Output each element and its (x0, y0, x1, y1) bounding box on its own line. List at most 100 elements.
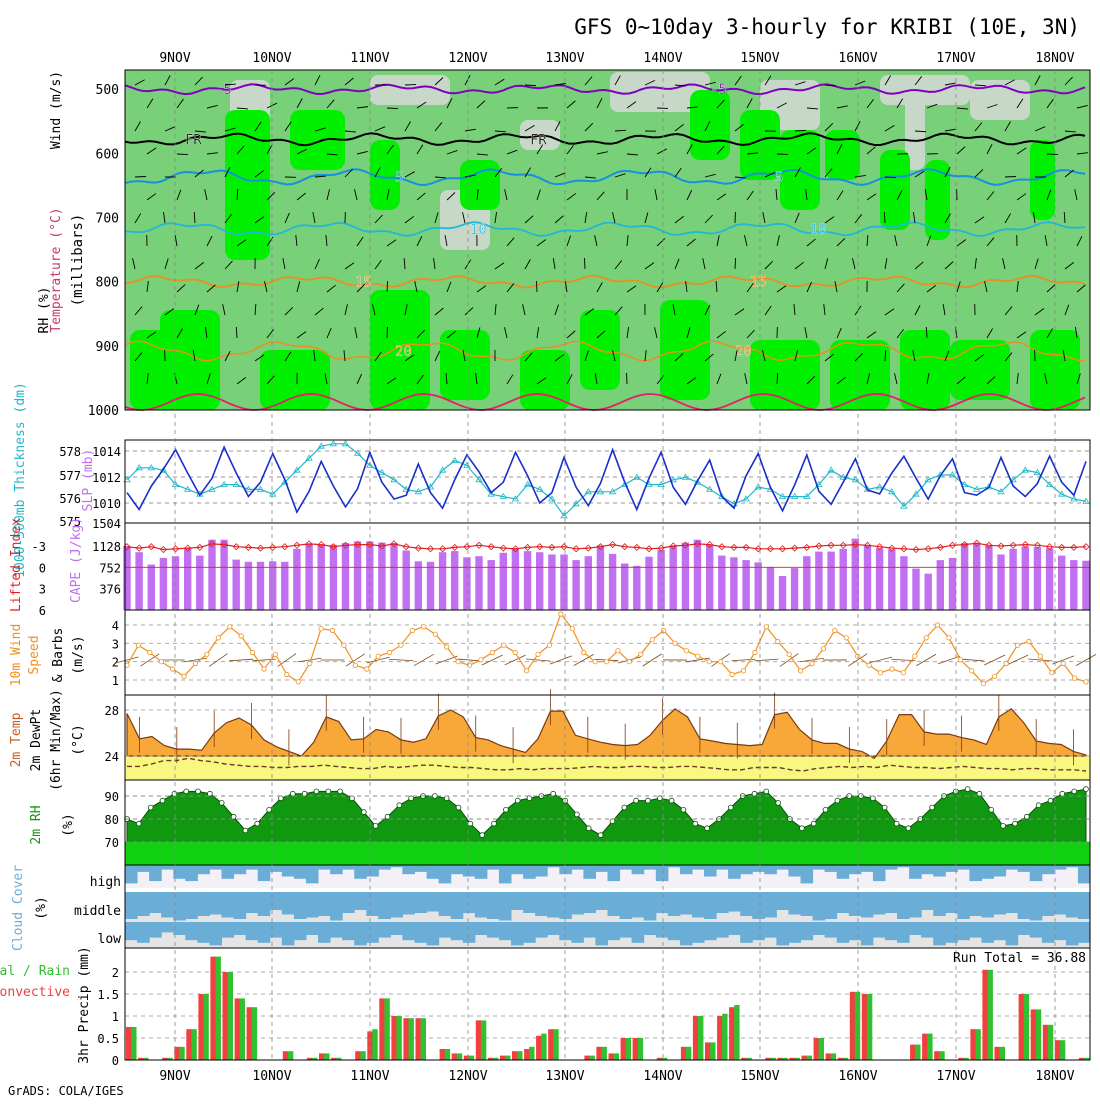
precip-total-bar (638, 1038, 643, 1060)
pressure-tick: 800 (96, 276, 119, 291)
precip-convective-bar (391, 1016, 396, 1060)
wind-speed-marker (365, 667, 369, 671)
wind-speed-marker (707, 660, 711, 664)
rh-marker (136, 821, 141, 826)
cloud-bar (330, 892, 343, 921)
cape-bar (585, 556, 592, 610)
cloud-bar (125, 892, 138, 919)
pressure-tick: 1000 (88, 404, 119, 419)
contour-label: 5 (775, 170, 783, 186)
cape-bar (682, 543, 689, 610)
precip-total-bar (324, 1053, 329, 1060)
temp-axis-label: (6hr Min/Max) (49, 689, 64, 791)
cape-bar (694, 540, 701, 610)
thickness-tick: 577 (59, 469, 81, 483)
cloud-bar (752, 892, 765, 919)
wind-barb (735, 258, 736, 269)
cloud-bar (523, 922, 536, 943)
wind-speed-marker (890, 667, 894, 671)
rh-marker (184, 789, 189, 794)
precip-convective-bar (934, 1051, 939, 1060)
rh-moist-patch (660, 300, 710, 400)
cloud-bar (994, 865, 1007, 877)
wind-axis-label: Wind (m/s) (49, 71, 64, 149)
cloud-bar (487, 892, 500, 919)
cape-bar (220, 540, 227, 610)
wind-speed-marker (1072, 676, 1076, 680)
wind-barb (387, 281, 388, 292)
cloud-bar (487, 865, 500, 870)
precip-convective-bar (186, 1029, 191, 1060)
wind-speed-marker (205, 652, 209, 656)
cape-bar (354, 541, 361, 610)
li-tick: 0 (39, 561, 46, 575)
wind-tick: 1 (112, 674, 119, 688)
cloud-bar (282, 865, 295, 877)
cloud-bar (957, 892, 970, 919)
wind10m-axis-label: (m/s) (71, 635, 86, 674)
wind-barb (278, 654, 296, 667)
precip-total-bar (216, 957, 221, 1060)
precip-convective-bar (802, 1056, 807, 1060)
rh-moist-patch (225, 110, 270, 260)
precip-total-bar (626, 1038, 631, 1060)
li-tick: 3 (39, 583, 46, 597)
wind-speed-marker (502, 643, 506, 647)
cloud-bar (716, 922, 729, 938)
rh-marker (480, 833, 485, 838)
wind-speed-marker (993, 674, 997, 678)
precip-convective-bar (500, 1056, 505, 1060)
cloud-bar (342, 922, 355, 940)
wind-barb (140, 654, 159, 666)
rh-marker (1024, 814, 1029, 819)
cloud-bar (258, 922, 271, 943)
wind-barb (526, 659, 550, 661)
cloud-bar (837, 922, 850, 943)
precip-total-bar (252, 1007, 257, 1060)
wind-speed-marker (376, 654, 380, 658)
cape-bar (500, 553, 507, 610)
cloud-bar (222, 922, 235, 938)
contour-label: 10 (810, 222, 827, 238)
wind-speed-marker (148, 650, 152, 654)
precip-convective-bar (223, 972, 228, 1060)
cape-bar (439, 552, 446, 610)
cape-bar (148, 565, 155, 610)
cloud-bar (921, 865, 934, 874)
cape-bar (1022, 547, 1029, 611)
cape-bar (815, 552, 822, 610)
cloud-bar (620, 892, 633, 919)
cape-bar (196, 556, 203, 610)
wind-speed-marker (741, 669, 745, 673)
wind-speed-marker (787, 652, 791, 656)
cape-bar (779, 576, 786, 610)
wind-speed-marker (776, 639, 780, 643)
wind-speed-marker (250, 650, 254, 654)
cape-bar (949, 558, 956, 610)
rh-marker (776, 801, 781, 806)
wind-speed-marker (456, 660, 460, 664)
wind-speed-marker (193, 661, 197, 665)
cape-bar (524, 551, 531, 610)
rh-marker (385, 814, 390, 819)
cloud-bar (354, 922, 367, 945)
precip-total-bar (228, 972, 233, 1060)
wind-speed-marker (582, 650, 586, 654)
precip-total-bar (384, 998, 389, 1060)
cloud-bar (427, 865, 440, 879)
cape-bar (512, 548, 519, 610)
precip-convective-bar (1031, 1009, 1036, 1060)
wind-speed-marker (422, 625, 426, 629)
rh-moist-patch (950, 340, 1010, 400)
cloud-bar (499, 922, 512, 940)
contour-label: FR (530, 132, 547, 148)
cloud-bar (246, 865, 259, 870)
cloud-bar (994, 892, 1007, 915)
cloud-bar (535, 865, 548, 877)
cloud-bar (644, 865, 657, 870)
cloud-bar (366, 865, 379, 877)
wind-speed-marker (1038, 654, 1042, 658)
date-tick-bottom: 18NOV (1035, 1069, 1074, 1084)
